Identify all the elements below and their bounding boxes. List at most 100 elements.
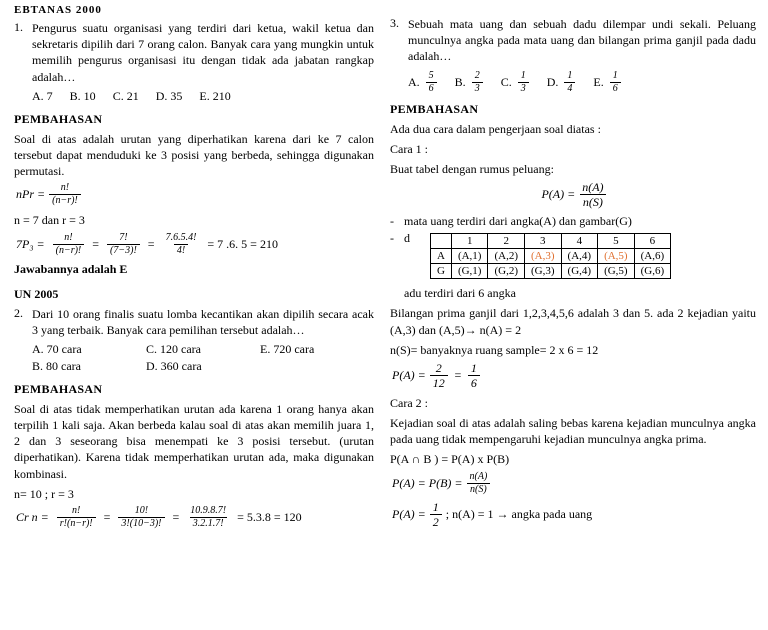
- question-2: 2. Dari 10 orang finalis suatu lomba kec…: [14, 306, 374, 374]
- cara2-text: Kejadian soal di atas adalah saling beba…: [390, 415, 756, 447]
- q3d-d: 4: [564, 82, 575, 94]
- th0: [431, 234, 452, 249]
- ta5: (A,5): [598, 249, 635, 264]
- q3-choice-b: B. 23: [455, 71, 483, 94]
- q3-number: 3.: [390, 16, 408, 65]
- q3-choice-d: D. 14: [547, 71, 576, 94]
- q3a-n: 5: [426, 71, 437, 82]
- q2-choice-b: B. 80 cara: [32, 359, 146, 374]
- tg2: (G,2): [488, 264, 525, 279]
- q3b-d: 3: [472, 82, 483, 94]
- crn-lhs: Cr n =: [16, 510, 49, 525]
- papb-n: n(A): [467, 472, 491, 483]
- papb-formula: P(A) = P(B) = n(A)n(S): [392, 472, 756, 495]
- th1: 1: [451, 234, 488, 249]
- q2-number: 2.: [14, 306, 32, 338]
- p73-f3n: 7.6.5.4!: [163, 233, 200, 244]
- pembahasan-1-title: PEMBAHASAN: [14, 112, 374, 127]
- table-a-row: A (A,1) (A,2) (A,3) (A,4) (A,5) (A,6): [431, 249, 671, 264]
- p73-f2d: (7−3)!: [107, 244, 140, 256]
- tg3: (G,3): [525, 264, 562, 279]
- tg4: (G,4): [561, 264, 598, 279]
- q3c-lbl: C.: [501, 75, 512, 90]
- p73-computation: 7P₃ = n!(n−r)! = 7!(7−3)! = 7.6.5.4!4! =…: [16, 233, 374, 256]
- dadu-line: - d 1 2 3 4 5 6 A: [390, 231, 756, 283]
- cara2-label: Cara 2 :: [390, 395, 756, 411]
- par-eq: =: [454, 368, 462, 383]
- tg5: (G,5): [598, 264, 635, 279]
- q3a-d: 6: [426, 82, 437, 94]
- tg1: (G,1): [451, 264, 488, 279]
- pa-formula: P(A) = n(A)n(S): [392, 181, 756, 208]
- q2-choice-d: D. 360 cara: [146, 359, 260, 374]
- par-n2: 1: [468, 362, 480, 375]
- th4: 4: [561, 234, 598, 249]
- q3b-n: 2: [472, 71, 483, 82]
- ta3: (A,3): [525, 249, 562, 264]
- crn-f1d: r!(n−r)!: [57, 517, 96, 529]
- par-n1: 2: [433, 362, 445, 375]
- table-g-row: G (G,1) (G,2) (G,3) (G,4) (G,5) (G,6): [431, 264, 671, 279]
- q3d-lbl: D.: [547, 75, 559, 90]
- bilprima: Bilangan prima ganjil dari 1,2,3,4,5,6 a…: [390, 305, 756, 337]
- dash-icon: -: [390, 231, 404, 283]
- mata-uang-line: - mata uang terdiri dari angka(A) dan ga…: [390, 214, 756, 229]
- q3e-lbl: E.: [593, 75, 603, 90]
- n10r3: n= 10 ; r = 3: [14, 486, 374, 502]
- ta2: (A,2): [488, 249, 525, 264]
- ta4: (A,4): [561, 249, 598, 264]
- dadu-text: adu terdiri dari 6 angka: [390, 285, 756, 301]
- pembahasan-2-text: Soal di atas tidak memperhatikan urutan …: [14, 401, 374, 482]
- ta1: (A,1): [451, 249, 488, 264]
- pembahasan-1-text: Soal di atas adalah urutan yang diperhat…: [14, 131, 374, 180]
- crn-f2d: 3!(10−3)!: [118, 517, 164, 529]
- exam-header: EBTANAS 2000: [14, 4, 374, 16]
- q1-text: Pengurus suatu organisasi yang terdiri d…: [32, 20, 374, 85]
- q2-choice-e: E. 720 cara: [260, 342, 374, 357]
- mata-uang-text: mata uang terdiri dari angka(A) dan gamb…: [404, 214, 756, 229]
- q2-text: Dari 10 orang finalis suatu lomba kecant…: [32, 306, 374, 338]
- pab-formula: P(A ∩ B ) = P(A) x P(B): [390, 451, 756, 467]
- pa-result: P(A) = 212 = 16: [392, 362, 756, 389]
- q1-choice-c: C. 21: [113, 89, 139, 103]
- crn-f3d: 3.2.1.7!: [190, 517, 227, 529]
- cara1-intro: Buat tabel dengan rumus peluang:: [390, 161, 756, 177]
- q1-choices: A. 7 B. 10 C. 21 D. 35 E. 210: [14, 89, 374, 104]
- th2: 2: [488, 234, 525, 249]
- ta0: A: [431, 249, 452, 264]
- q3e-n: 1: [610, 71, 621, 82]
- ta6: (A,6): [634, 249, 671, 264]
- papb-lhs: P(A) = P(B) =: [392, 476, 463, 491]
- eq-sign: =: [173, 510, 180, 525]
- q3a-lbl: A.: [408, 75, 420, 90]
- pa-num: n(A): [579, 181, 606, 194]
- pa-den: n(S): [580, 194, 606, 208]
- q1-choice-e: E. 210: [199, 89, 230, 103]
- npr-lhs: nPr =: [16, 187, 45, 202]
- pah-n: 1: [430, 501, 442, 514]
- papb-d: n(S): [467, 483, 490, 495]
- un2005-label: UN 2005: [14, 287, 374, 302]
- question-1: 1. Pengurus suatu organisasi yang terdir…: [14, 20, 374, 104]
- p73-rhs: = 7 .6. 5 = 210: [207, 237, 278, 252]
- npr-formula: nPr = n! (n−r)!: [16, 183, 374, 206]
- q1-choice-b: B. 10: [70, 89, 96, 103]
- p73-f2n: 7!: [116, 233, 130, 244]
- pa-result-lhs: P(A) =: [392, 368, 426, 383]
- q1-choice-a: A. 7: [32, 89, 53, 103]
- p73-f1n: n!: [61, 233, 75, 244]
- q2-choice-a: A. 70 cara: [32, 342, 146, 357]
- pembahasan-3-title: PEMBAHASAN: [390, 102, 756, 117]
- ns-text: n(S)= banyaknya ruang sample= 2 x 6 = 12: [390, 342, 756, 358]
- q1-choice-d: D. 35: [156, 89, 183, 103]
- dash-icon: -: [390, 214, 404, 229]
- intro-3: Ada dua cara dalam pengerjaan soal diata…: [390, 121, 756, 137]
- p73-lhs: 7P₃ =: [16, 237, 45, 252]
- right-column: 3. Sebuah mata uang dan sebuah dadu dile…: [384, 0, 768, 630]
- crn-f1n: n!: [69, 506, 83, 517]
- crn-computation: Cr n = n!r!(n−r)! = 10!3!(10−3)! = 10.9.…: [16, 506, 374, 529]
- answer-1: Jawabannya adalah E: [14, 262, 374, 277]
- pa-lhs: P(A) =: [541, 187, 575, 202]
- q3c-d: 3: [518, 82, 529, 94]
- pah-rhs: ; n(A) = 1 → angka pada uang: [446, 507, 592, 522]
